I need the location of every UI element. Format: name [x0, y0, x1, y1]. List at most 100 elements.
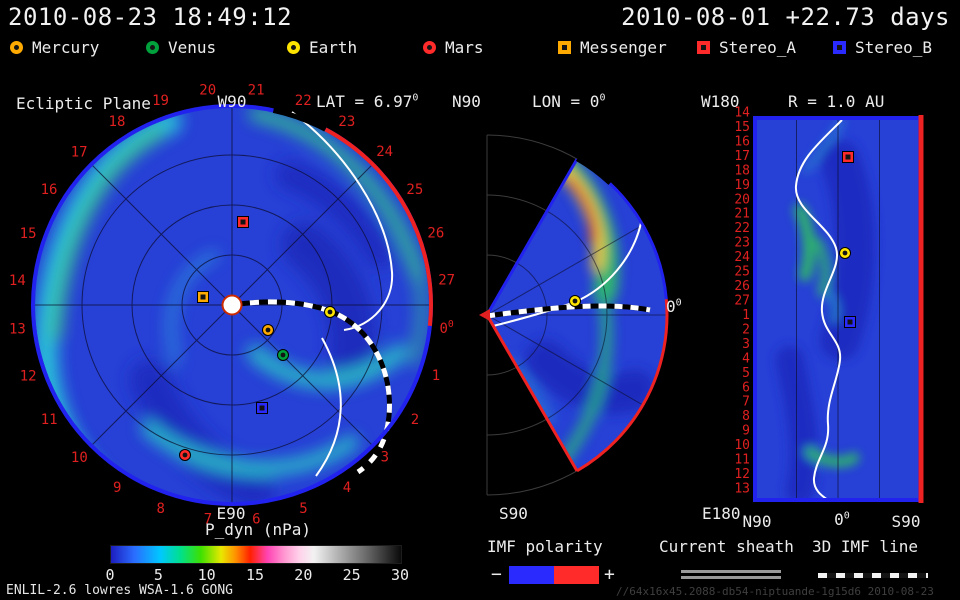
radial-slice-panel: 1415161718192021222324252627123456789101…	[734, 106, 924, 503]
meridional-plane-panel	[479, 134, 669, 496]
run-time-header: 2010-08-01 +22.73 days	[621, 3, 950, 31]
marker-stereo_b	[256, 402, 268, 414]
axis-date-label: 22	[734, 221, 750, 236]
axis-date-label: 8	[157, 501, 165, 517]
radial-west-corner-label: W180	[701, 92, 740, 111]
meridional-inner-grid	[487, 210, 667, 420]
axis-date-label: 24	[734, 250, 750, 265]
axis-date-label: 19	[152, 93, 169, 109]
radial-markers	[839, 151, 856, 328]
axis-date-label: 5	[299, 501, 307, 517]
ecliptic-date-ring: 0027262524232221201918171615141312111098…	[9, 82, 455, 527]
meridional-zero-label: 00	[666, 297, 682, 316]
run-reference-date: 2010-08-01	[621, 3, 771, 31]
stereo_b-marker-icon	[833, 41, 846, 54]
axis-date-label: 11	[41, 412, 58, 428]
legend-item-venus: Venus	[146, 38, 216, 57]
longitude-annotation: LON = 00	[532, 92, 606, 111]
axis-date-label: 25	[406, 182, 423, 198]
legend-item-earth: Earth	[287, 38, 357, 57]
axis-date-label: 7	[742, 395, 750, 410]
axis-date-label: 23	[338, 114, 355, 130]
current-sheath-line	[794, 119, 843, 501]
axis-date-label: 21	[248, 82, 265, 98]
marker-mercury	[262, 324, 274, 336]
model-version-credit: ENLIL-2.6 lowres WSA-1.6 GONG	[6, 583, 233, 598]
marker-venus	[277, 349, 289, 361]
axis-date-label: 18	[734, 163, 750, 178]
legend-item-messenger: Messenger	[558, 38, 667, 57]
mercury-marker-icon	[10, 41, 23, 54]
axis-date-label: 12	[20, 368, 37, 384]
axis-date-label: 13	[734, 482, 750, 497]
radial-xaxis-north: N90	[742, 512, 772, 531]
marker-sun	[221, 294, 243, 316]
imf-positive-swatch	[554, 566, 599, 584]
axis-date-label: 27	[438, 273, 455, 289]
axis-date-label: 7	[204, 512, 212, 528]
axis-date-label: 22	[295, 93, 312, 109]
legend-label: Stereo_B	[855, 38, 933, 57]
ecliptic-markers	[179, 216, 336, 461]
marker-earth	[569, 295, 581, 307]
boundary-positive-polarity	[324, 127, 433, 327]
imf-minus-sign: −	[491, 564, 502, 585]
legend-label: Stereo_A	[719, 38, 797, 57]
legend-item-mercury: Mercury	[10, 38, 99, 57]
marker-messenger	[197, 291, 209, 303]
axis-date-label: 25	[734, 265, 750, 280]
colorbar-tick: 10	[197, 566, 216, 584]
axis-date-label: 6	[252, 512, 260, 528]
stereo_a-marker-icon	[697, 41, 710, 54]
axis-date-label: 4	[343, 480, 351, 496]
pressure-colorbar	[110, 545, 402, 564]
axis-date-label: 12	[734, 467, 750, 482]
axis-date-label: 17	[734, 149, 750, 164]
axis-date-label: 3	[381, 450, 389, 466]
imf-line-label: 3D IMF line	[812, 537, 918, 556]
axis-date-label: 4	[742, 351, 750, 366]
legend-label: Venus	[168, 38, 217, 57]
axis-date-label: 13	[9, 321, 26, 337]
current-datetime: 2010-08-23 18:49:12	[8, 3, 293, 31]
venus-marker-icon	[146, 41, 159, 54]
colorbar-title: P_dyn (nPa)	[205, 520, 311, 539]
axis-date-label: 21	[734, 207, 750, 222]
axis-date-label: 20	[734, 192, 750, 207]
marker-earth	[839, 247, 851, 259]
elapsed-days: +22.73 days	[785, 3, 950, 31]
axis-date-label: 8	[742, 409, 750, 424]
marker-mars	[179, 449, 191, 461]
axis-date-label: 15	[734, 120, 750, 135]
legend-label: Messenger	[580, 38, 667, 57]
imf-line-swatch	[818, 573, 928, 578]
axis-date-label: 27	[734, 294, 750, 309]
earth-marker-icon	[287, 41, 300, 54]
radial-xaxis-south: S90	[891, 512, 921, 531]
axis-date-label: 11	[734, 453, 750, 468]
marker-earth	[324, 306, 336, 318]
radial-time-axis: 1415161718192021222324252627123456789101…	[734, 106, 750, 497]
colorbar-tick: 5	[153, 566, 163, 584]
axis-date-label: 1	[432, 368, 440, 384]
axis-date-label: 19	[734, 178, 750, 193]
mars-marker-icon	[423, 41, 436, 54]
axis-date-label: 16	[734, 134, 750, 149]
legend-item-stereo_b: Stereo_B	[833, 38, 932, 57]
axis-date-label: 15	[20, 226, 37, 242]
legend-label: Mercury	[32, 38, 100, 57]
legend-item-mars: Mars	[423, 38, 484, 57]
meridional-markers	[569, 295, 581, 307]
legend-item-stereo_a: Stereo_A	[697, 38, 796, 57]
radial-panel-title: R = 1.0 AU	[788, 92, 885, 111]
ecliptic-bottom-axis-label: E90	[216, 504, 246, 523]
sun-apex-marker	[479, 309, 490, 321]
radial-xaxis-zero: 00	[834, 510, 850, 529]
meridional-density-field	[501, 159, 655, 471]
sector-boundary	[485, 157, 669, 473]
axis-date-label: 17	[71, 144, 88, 160]
axis-date-label: 10	[734, 438, 750, 453]
axis-date-label: 1	[742, 308, 750, 323]
latitude-annotation: LAT = 6.970	[316, 92, 419, 111]
imf-polarity-label: IMF polarity	[487, 537, 603, 556]
